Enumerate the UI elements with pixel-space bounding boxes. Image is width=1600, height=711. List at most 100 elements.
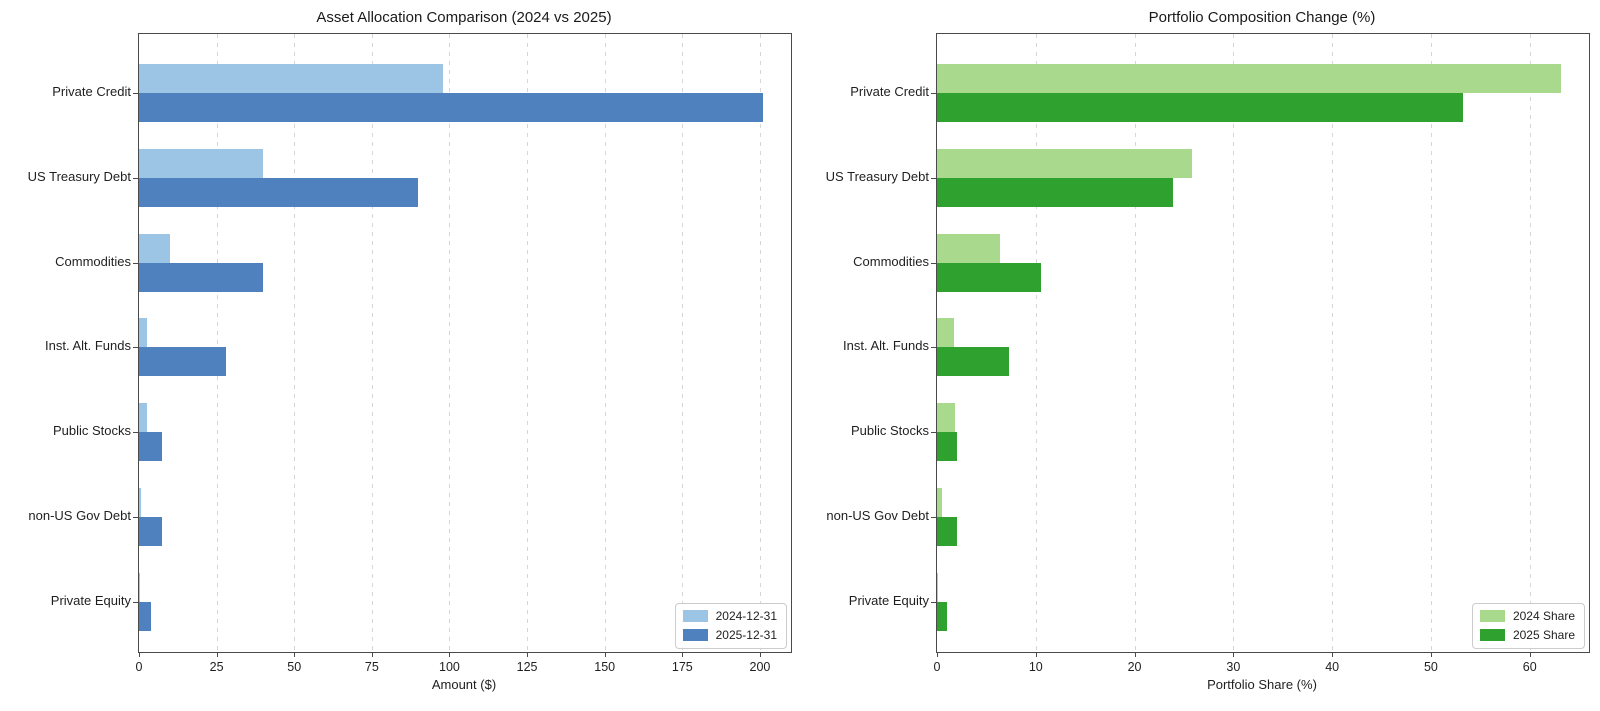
y-tick-mark (931, 178, 937, 180)
x-tick-mark (139, 652, 140, 657)
x-tick-label: 200 (749, 660, 771, 674)
gridline (371, 34, 373, 652)
legend: 2024-12-31 2025-12-31 (674, 603, 787, 649)
legend-label: 2025 Share (1512, 628, 1575, 642)
legend-swatch (1479, 629, 1505, 641)
y-tick-mark (931, 516, 937, 518)
y-tick-mark (133, 516, 139, 518)
x-tick-label: 10 (1028, 660, 1043, 674)
bar-prior (937, 487, 942, 517)
y-tick-label: Private Equity (848, 592, 929, 608)
y-tick-label: Commodities (55, 253, 131, 269)
bar-prior (937, 233, 1001, 263)
x-tick-label: 0 (933, 660, 941, 674)
bar-current (937, 178, 1174, 208)
bar-current (937, 262, 1041, 292)
y-tick-label: US Treasury Debt (27, 169, 131, 185)
gridline (1035, 34, 1037, 652)
gridline (1430, 34, 1432, 652)
bar-current (139, 601, 151, 631)
legend-label: 2024-12-31 (715, 609, 777, 623)
legend-label: 2024 Share (1512, 609, 1575, 623)
gridline (449, 34, 451, 652)
y-tick-label: non-US Gov Debt (826, 507, 929, 523)
y-tick-label: Inst. Alt. Funds (45, 338, 131, 354)
bar-current (139, 262, 264, 292)
x-tick-label: 40 (1325, 660, 1340, 674)
gridline (294, 34, 296, 652)
gridline (1233, 34, 1235, 652)
x-tick-mark (449, 652, 451, 657)
x-tick-mark (527, 652, 529, 657)
bar-prior (139, 233, 171, 263)
chart-title: Asset Allocation Comparison (2024 vs 202… (316, 9, 612, 26)
y-tick-mark (931, 262, 937, 264)
legend-entry: 2024-12-31 (682, 609, 777, 623)
y-tick-label: US Treasury Debt (825, 169, 929, 185)
x-tick-mark (759, 652, 761, 657)
bar-current (937, 601, 947, 631)
y-tick-label: Private Equity (50, 592, 131, 608)
y-tick-label: Inst. Alt. Funds (843, 338, 929, 354)
y-tick-label: Public Stocks (52, 423, 131, 439)
x-tick-label: 150 (594, 660, 616, 674)
x-tick-mark (1035, 652, 1037, 657)
x-tick-label: 0 (135, 660, 143, 674)
x-axis-label: Amount ($) (431, 677, 497, 692)
x-tick-label: 100 (439, 660, 460, 674)
y-tick-label: Private Credit (52, 84, 131, 100)
y-tick-mark (133, 432, 139, 434)
x-axis-label: Portfolio Share (%) (1207, 677, 1317, 692)
x-tick-mark (604, 652, 606, 657)
bar-prior (937, 149, 1192, 179)
x-tick-mark (1529, 652, 1531, 657)
legend-swatch (1479, 610, 1505, 622)
x-tick-label: 60 (1522, 660, 1537, 674)
legend-swatch (682, 629, 708, 641)
bar-current (139, 178, 419, 208)
y-tick-label: non-US Gov Debt (28, 507, 131, 523)
x-tick-mark (216, 652, 218, 657)
x-tick-mark (937, 652, 938, 657)
bar-current (937, 93, 1463, 123)
gridline (604, 34, 606, 652)
y-tick-mark (931, 93, 937, 95)
gridline (1134, 34, 1136, 652)
bar-current (139, 432, 163, 462)
x-tick-label: 20 (1127, 660, 1142, 674)
x-tick-mark (371, 652, 373, 657)
plot-area: 2024 Share 2025 Share 0 10 20 30 40 50 60 Privat… (826, 33, 1590, 674)
x-tick-label: 30 (1226, 660, 1241, 674)
bar-prior (139, 318, 147, 348)
x-tick-mark (682, 652, 684, 657)
gridline (682, 34, 684, 652)
y-tick-mark (133, 178, 139, 180)
y-tick-mark (133, 347, 139, 349)
x-tick-label: 25 (209, 660, 224, 674)
bar-current (937, 347, 1010, 377)
gridline (1529, 34, 1531, 652)
bar-prior (139, 64, 444, 94)
bar-prior (937, 318, 954, 348)
x-tick-label: 50 (1423, 660, 1438, 674)
bar-current (937, 516, 957, 546)
bar-prior (139, 149, 264, 179)
legend-entry: 2024 Share (1479, 609, 1575, 623)
bar-prior (139, 487, 141, 517)
y-tick-mark (931, 347, 937, 349)
bar-prior (937, 64, 1562, 94)
legend: 2024 Share 2025 Share (1471, 603, 1585, 649)
bar-current (139, 93, 764, 123)
x-tick-mark (1430, 652, 1432, 657)
legend-entry: 2025 Share (1479, 628, 1575, 642)
x-tick-mark (1134, 652, 1136, 657)
bar-current (139, 347, 226, 377)
y-tick-label: Public Stocks (850, 423, 929, 439)
gridline (527, 34, 529, 652)
legend-label: 2025-12-31 (715, 628, 777, 642)
gridline (759, 34, 761, 652)
y-tick-mark (133, 262, 139, 264)
y-tick-label: Commodities (853, 253, 929, 269)
x-tick-mark (294, 652, 296, 657)
